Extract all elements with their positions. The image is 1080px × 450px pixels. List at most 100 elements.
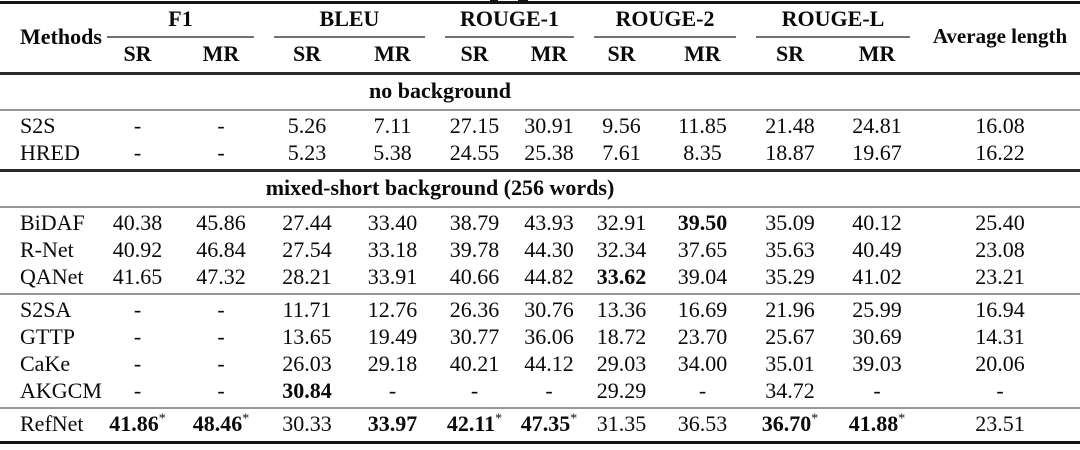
- metric-value: -: [435, 377, 514, 404]
- value-text: -: [873, 377, 881, 403]
- significance-asterisk: *: [898, 411, 906, 427]
- value-text: 30.84: [282, 377, 332, 403]
- value-text: 26.03: [282, 350, 332, 376]
- metric-value: 35.01: [746, 350, 834, 377]
- value-text: -: [217, 112, 225, 138]
- metric-value: 5.26: [264, 112, 350, 139]
- metric-value: 25.67: [746, 323, 834, 350]
- group-label-bleu: BLEU: [274, 6, 425, 38]
- method-name: HRED: [20, 139, 80, 165]
- metric-value: 21.96: [746, 296, 834, 323]
- value-text: 7.61: [602, 139, 641, 165]
- metric-value: 36.70*: [746, 410, 834, 437]
- table-row: HRED - - 5.23 5.38 24.55 25.38 7.61 8.35 18.87 19.…: [0, 139, 1080, 166]
- metric-value: 29.18: [350, 350, 435, 377]
- average-length-header: Average length: [932, 24, 1068, 48]
- metric-value: 23.51: [920, 410, 1080, 437]
- metric-value: 30.91: [514, 112, 584, 139]
- value-text: 46.84: [196, 236, 246, 262]
- subheader-f1-mr: MR: [202, 40, 240, 66]
- subheader-rouge2-mr: MR: [684, 40, 721, 66]
- value-text: 13.36: [596, 296, 647, 322]
- value-text: 23.21: [975, 263, 1025, 289]
- value-text: 35.29: [765, 263, 815, 289]
- value-text: 19.49: [367, 323, 418, 349]
- section-title: mixed-short background (256 words): [265, 175, 615, 200]
- value-text: 34.00: [677, 350, 728, 376]
- methods-header: Methods: [20, 23, 102, 49]
- value-text: 35.01: [765, 350, 815, 376]
- table-row: S2SA - - 11.71 12.76 26.36 30.76 13.36 16.69 21.9…: [0, 296, 1080, 323]
- metric-value: 39.50: [659, 209, 746, 236]
- value-text: 33.18: [367, 236, 418, 262]
- metric-value: 44.30: [514, 236, 584, 263]
- metric-value: -: [178, 350, 264, 377]
- metric-value: 19.67: [834, 139, 920, 166]
- value-text: 28.21: [282, 263, 332, 289]
- value-text: 27.15: [449, 112, 500, 138]
- value-text: 30.33: [282, 410, 332, 436]
- table-row: R-Net 40.92 46.84 27.54 33.18 39.78 44.30 32.34…: [0, 236, 1080, 263]
- value-text: 36.53: [677, 410, 728, 436]
- value-text: 30.77: [449, 323, 500, 349]
- section-header-row: mixed-short background (256 words): [0, 173, 1080, 203]
- value-text: 44.82: [524, 263, 574, 289]
- metric-value: 33.91: [350, 263, 435, 290]
- value-text: 32.91: [596, 209, 647, 235]
- metric-value: -: [97, 112, 178, 139]
- value-text: 40.21: [449, 350, 500, 376]
- value-text: -: [217, 350, 225, 376]
- metric-value: -: [178, 112, 264, 139]
- value-text: 16.94: [975, 296, 1025, 322]
- metric-value: 26.03: [264, 350, 350, 377]
- method-name: R-Net: [20, 236, 74, 262]
- value-text: 18.87: [765, 139, 815, 165]
- value-text: 39.50: [677, 209, 728, 235]
- table-row: BiDAF 40.38 45.86 27.44 33.40 38.79 43.93 32.91…: [0, 209, 1080, 236]
- metric-value: 40.12: [834, 209, 920, 236]
- metric-value: 45.86: [178, 209, 264, 236]
- value-text: -: [133, 139, 142, 165]
- value-text: 16.69: [677, 296, 728, 322]
- value-text: 41.88: [848, 410, 899, 436]
- value-text: 39.78: [449, 236, 500, 262]
- value-text: 29.29: [596, 377, 647, 403]
- metric-value: -: [659, 377, 746, 404]
- value-text: 30.91: [524, 112, 574, 138]
- significance-asterisk: *: [158, 411, 166, 427]
- value-text: 32.34: [596, 236, 647, 262]
- metric-value: 16.94: [920, 296, 1080, 323]
- metric-value: -: [97, 377, 178, 404]
- value-text: -: [133, 112, 142, 138]
- metric-value: 34.72: [746, 377, 834, 404]
- value-text: 40.66: [449, 263, 500, 289]
- value-text: 45.86: [196, 209, 246, 235]
- top-rule: [0, 0, 1080, 4]
- subheader-rouge1-mr: MR: [530, 40, 568, 66]
- metric-value: 40.49: [834, 236, 920, 263]
- value-text: -: [133, 377, 142, 403]
- value-text: 29.18: [367, 350, 418, 376]
- group-header-rougeL: ROUGE-L: [746, 4, 920, 38]
- value-text: 41.65: [112, 263, 163, 289]
- metric-value: 18.87: [746, 139, 834, 166]
- metric-value: 44.82: [514, 263, 584, 290]
- metric-value: 40.38: [97, 209, 178, 236]
- value-text: -: [133, 296, 142, 322]
- metric-value: 23.70: [659, 323, 746, 350]
- metric-value: 30.69: [834, 323, 920, 350]
- metric-value: 47.35*: [514, 410, 584, 437]
- value-text: 16.22: [975, 139, 1025, 165]
- metric-value: 16.08: [920, 112, 1080, 139]
- metric-value: 46.84: [178, 236, 264, 263]
- metric-value: -: [97, 323, 178, 350]
- metric-value: 40.92: [97, 236, 178, 263]
- metric-value: 11.71: [264, 296, 350, 323]
- value-text: 16.08: [975, 112, 1025, 138]
- method-name: GTTP: [20, 323, 75, 349]
- metric-value: 7.61: [584, 139, 659, 166]
- value-text: 33.40: [367, 209, 418, 235]
- value-text: 25.99: [852, 296, 902, 322]
- metric-value: 29.29: [584, 377, 659, 404]
- value-text: 26.36: [449, 296, 500, 322]
